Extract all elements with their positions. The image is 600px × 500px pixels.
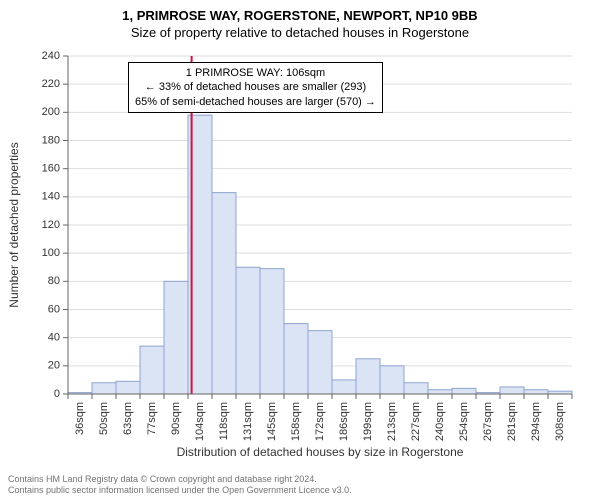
histogram-bar [260,269,284,394]
svg-text:140: 140 [42,191,60,203]
svg-text:199sqm: 199sqm [362,402,374,441]
svg-text:20: 20 [48,360,60,372]
svg-text:90sqm: 90sqm [170,402,182,435]
annotation-line-2: ← 33% of detached houses are smaller (29… [135,80,376,94]
histogram-bar [428,390,452,394]
histogram-bar [332,380,356,394]
svg-text:100: 100 [42,247,60,259]
svg-text:77sqm: 77sqm [146,402,158,435]
footer-line-1: Contains HM Land Registry data © Crown c… [8,474,352,485]
svg-text:145sqm: 145sqm [266,402,278,441]
histogram-bar [452,388,476,394]
svg-text:158sqm: 158sqm [290,402,302,441]
svg-text:80: 80 [48,275,60,287]
histogram-bar [500,387,524,394]
svg-text:50sqm: 50sqm [98,402,110,435]
svg-text:308sqm: 308sqm [554,402,566,441]
svg-text:180: 180 [42,134,60,146]
annotation-line-1: 1 PRIMROSE WAY: 106sqm [135,66,376,80]
footer-credits: Contains HM Land Registry data © Crown c… [8,474,352,496]
svg-text:240sqm: 240sqm [434,402,446,441]
svg-text:120: 120 [42,219,60,231]
svg-text:254sqm: 254sqm [458,402,470,441]
svg-text:294sqm: 294sqm [530,402,542,441]
histogram-bar [356,359,380,394]
svg-text:220: 220 [42,78,60,90]
svg-text:36sqm: 36sqm [74,402,86,435]
histogram-bar [140,346,164,394]
histogram-bar [284,324,308,394]
svg-text:200: 200 [42,106,60,118]
x-axis-label: Distribution of detached houses by size … [177,445,464,459]
svg-text:227sqm: 227sqm [410,402,422,441]
svg-text:213sqm: 213sqm [386,402,398,441]
svg-text:60: 60 [48,303,60,315]
y-axis-label: Number of detached properties [7,142,21,307]
svg-text:0: 0 [54,388,60,400]
svg-text:281sqm: 281sqm [506,402,518,441]
histogram-bar [236,267,260,394]
histogram-bar [116,381,140,394]
annotation-line-3: 65% of semi-detached houses are larger (… [135,95,376,109]
histogram-bar [92,383,116,394]
svg-text:186sqm: 186sqm [338,402,350,441]
svg-text:240: 240 [42,50,60,62]
footer-line-2: Contains public sector information licen… [8,485,352,496]
annotation-box: 1 PRIMROSE WAY: 106sqm ← 33% of detached… [128,62,383,113]
histogram-bar [164,281,188,394]
svg-text:118sqm: 118sqm [218,402,230,440]
svg-text:267sqm: 267sqm [482,402,494,441]
histogram-bar [524,390,548,394]
svg-text:40: 40 [48,332,60,344]
histogram-bar [404,383,428,394]
svg-text:172sqm: 172sqm [314,402,326,441]
histogram-bar [212,193,236,394]
histogram-bar [308,331,332,394]
svg-text:63sqm: 63sqm [122,402,134,435]
svg-text:104sqm: 104sqm [194,402,206,441]
histogram-bar [380,366,404,394]
svg-text:131sqm: 131sqm [242,402,254,441]
svg-text:160: 160 [42,163,60,175]
